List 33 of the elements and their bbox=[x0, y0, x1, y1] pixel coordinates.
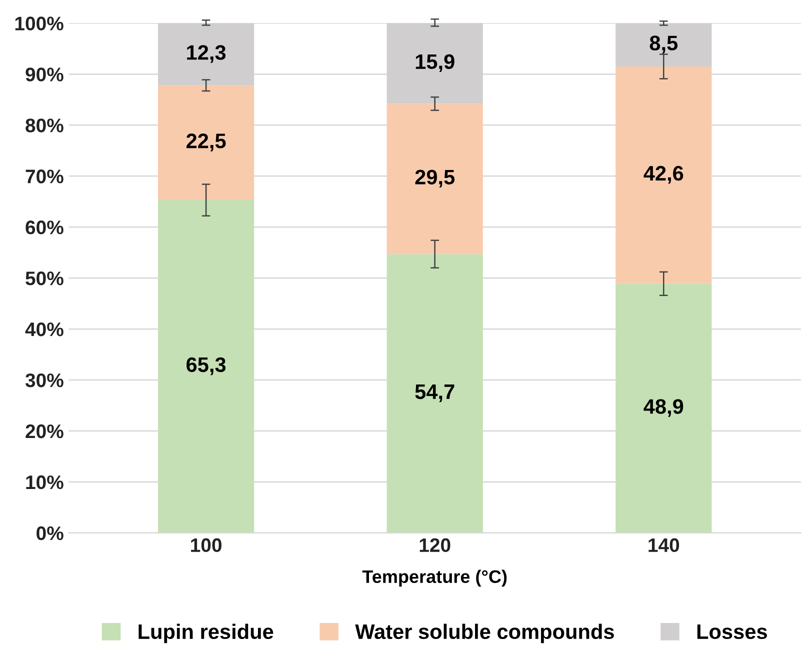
data-label: 22,5 bbox=[186, 134, 226, 152]
y-tick-label: 30% bbox=[25, 373, 64, 388]
legend-label: Losses bbox=[697, 624, 767, 640]
bar bbox=[158, 200, 254, 533]
bar bbox=[616, 284, 712, 533]
y-tick-label: 10% bbox=[26, 475, 64, 490]
x-tick-label: 100 bbox=[191, 538, 222, 552]
data-label: 42,6 bbox=[644, 166, 684, 184]
data-label: 15,9 bbox=[416, 54, 454, 72]
bar bbox=[386, 254, 483, 533]
y-tick-label: 100% bbox=[15, 16, 64, 30]
y-tick-label: 50% bbox=[26, 272, 64, 286]
y-tick-label: 40% bbox=[25, 322, 64, 336]
bar bbox=[158, 85, 254, 200]
legend-label: Lupin residue bbox=[138, 624, 274, 644]
data-label: 8,5 bbox=[650, 36, 678, 54]
y-tick-label: 70% bbox=[26, 170, 64, 184]
data-label: 12,3 bbox=[187, 45, 226, 63]
x-axis-title: Temperature (°C) bbox=[362, 570, 507, 587]
bar bbox=[386, 104, 483, 254]
x-tick-label: 120 bbox=[420, 538, 450, 552]
data-label: 48,9 bbox=[644, 399, 684, 417]
y-tick-label: 0% bbox=[36, 526, 64, 540]
y-tick-label: 20% bbox=[26, 424, 64, 438]
y-tick-label: 80% bbox=[26, 118, 64, 132]
y-tick-label: 90% bbox=[26, 68, 64, 82]
data-label: 65,3 bbox=[186, 357, 226, 376]
y-tick-label: 60% bbox=[26, 220, 64, 234]
legend-label: Water soluble compounds bbox=[355, 624, 614, 644]
x-tick-label: 140 bbox=[648, 538, 680, 552]
bar bbox=[616, 66, 712, 284]
data-label: 54,7 bbox=[415, 384, 454, 402]
data-label: 29,5 bbox=[415, 170, 455, 188]
